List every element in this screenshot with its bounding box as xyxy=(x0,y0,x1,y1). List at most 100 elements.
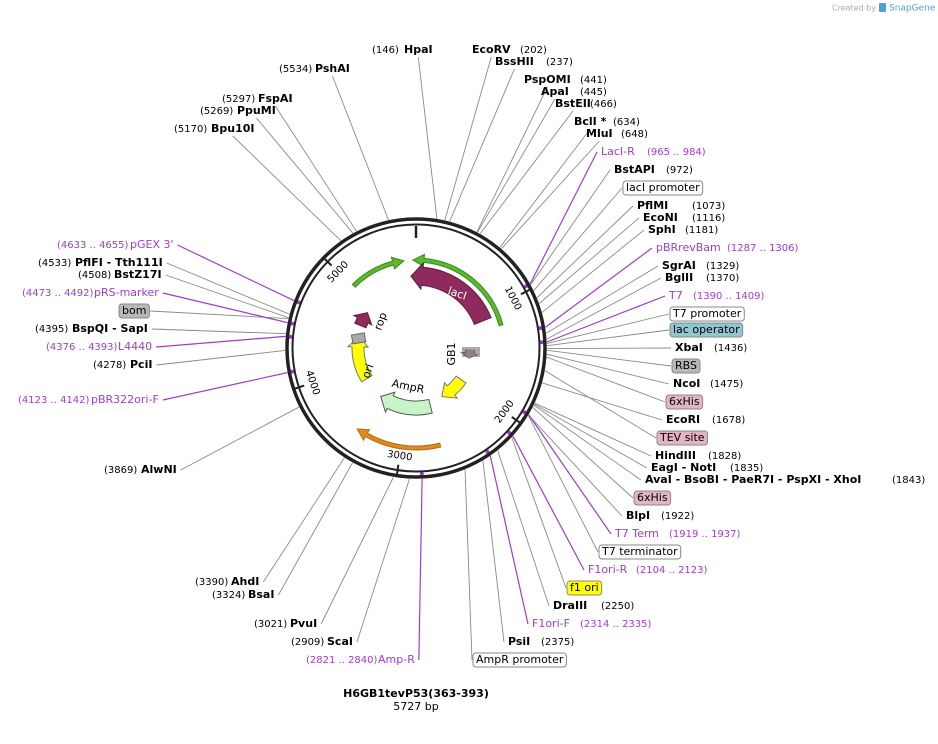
site-name: MluI xyxy=(586,127,613,140)
credit: Created by xyxy=(832,4,876,13)
feature-arrow xyxy=(441,375,467,399)
site-position: (146) xyxy=(372,45,399,56)
site-position: (5170) xyxy=(174,124,207,135)
feature-arrow xyxy=(410,261,492,326)
feature-box xyxy=(633,490,672,506)
site-name: BlpI xyxy=(626,509,650,522)
leader-line xyxy=(546,295,666,343)
site-name: SgrAI xyxy=(662,259,696,272)
ring-tick xyxy=(395,464,400,475)
site-position: (1116) xyxy=(692,213,725,224)
leader-line xyxy=(156,350,286,366)
leader-line xyxy=(356,478,410,643)
site-position: (634) xyxy=(613,117,640,128)
feature-box-label: f1 ori xyxy=(570,581,599,594)
primer-mark xyxy=(539,340,544,345)
site-name: BstZ17I xyxy=(114,268,162,281)
feature-label: lacI xyxy=(446,284,468,302)
site-position: (4508) xyxy=(78,270,111,281)
site-position: (3021) xyxy=(254,619,287,630)
site-name: AhdI xyxy=(231,575,259,588)
site-position: (4278) xyxy=(93,360,126,371)
leader-line xyxy=(546,353,670,385)
site-name: BstEII xyxy=(555,97,591,110)
site-name: L4440 xyxy=(118,340,152,353)
leader-line xyxy=(232,135,342,242)
leader-line xyxy=(511,437,567,589)
feature-box-label: 6xHis xyxy=(637,491,668,504)
site-position: (466) xyxy=(590,99,617,110)
site-name: pBR322ori-F xyxy=(91,393,159,406)
leader-line xyxy=(476,86,548,233)
site-name: pRS-marker xyxy=(94,286,159,299)
leader-line xyxy=(418,478,423,661)
leader-line xyxy=(534,403,648,469)
leader-line xyxy=(449,68,515,222)
leaders xyxy=(150,56,672,661)
site-name: Bpu10I xyxy=(211,122,255,135)
site-position: (237) xyxy=(546,57,573,68)
leader-line xyxy=(482,460,505,643)
primer-mark xyxy=(290,369,295,374)
site-name: FspAI xyxy=(258,92,293,105)
site-name: ApaI xyxy=(541,85,569,98)
site-position: (1828) xyxy=(708,451,741,462)
leader-line xyxy=(528,414,612,535)
leader-line xyxy=(274,105,357,232)
site-name: T7 xyxy=(668,289,683,302)
site-name: AlwNI xyxy=(141,463,177,476)
site-name: EagI - NotI xyxy=(651,461,716,474)
primer-mark xyxy=(288,334,293,339)
site-position: (5297) xyxy=(222,94,255,105)
feature-box-label: lacI promoter xyxy=(626,181,700,194)
leader-line xyxy=(538,217,640,304)
brand-icon xyxy=(879,3,886,12)
ring-tick xyxy=(511,416,521,424)
site-name: F1ori-R xyxy=(588,563,628,576)
site-name: EcoNI xyxy=(643,211,678,224)
feature-arrow xyxy=(411,253,504,327)
ring-tick-label: 3000 xyxy=(386,449,413,464)
leader-line xyxy=(499,128,591,248)
leader-line xyxy=(533,187,623,291)
feature-label: rop xyxy=(371,311,389,332)
feature-box xyxy=(669,306,745,322)
feature-label: ori xyxy=(359,362,376,380)
site-position: (1919 .. 1937) xyxy=(669,529,741,540)
ring-inner xyxy=(291,223,541,473)
feature-box-label: T7 promoter xyxy=(672,307,742,320)
site-name: LacI-R xyxy=(601,145,635,158)
leader-line xyxy=(527,415,599,553)
site-position: (1329) xyxy=(706,261,739,272)
length: 5727 bp xyxy=(393,700,438,713)
site-position: (2314 .. 2335) xyxy=(580,619,652,630)
site-position: (1436) xyxy=(714,343,747,354)
site-name: pGEX 3' xyxy=(130,238,174,251)
feature-arrow xyxy=(380,391,433,416)
site-position: (965 .. 984) xyxy=(647,147,706,158)
primer-mark xyxy=(290,321,295,326)
feature-arrow xyxy=(356,428,442,451)
site-position: (5534) xyxy=(279,64,312,75)
site-position: (3869) xyxy=(104,465,137,476)
feature-box xyxy=(566,580,603,596)
site-name: BstAPI xyxy=(614,163,655,176)
feature-box-label: bom xyxy=(122,304,146,317)
site-position: (3324) xyxy=(212,590,245,601)
leader-line xyxy=(320,476,394,625)
site-name: PflMI xyxy=(637,199,668,212)
feature-arrow xyxy=(352,312,373,329)
leader-line xyxy=(166,262,290,315)
feature-box xyxy=(669,322,744,338)
leader-line xyxy=(546,349,672,367)
leader-line xyxy=(162,372,288,401)
site-position: (1475) xyxy=(710,379,743,390)
leader-line xyxy=(541,229,645,313)
primer-mark xyxy=(419,471,424,476)
feature-box-label: lac operator xyxy=(673,323,740,336)
leader-line xyxy=(546,313,670,344)
leader-line xyxy=(545,265,659,334)
site-name: BglII xyxy=(665,271,693,284)
site-name: EcoRV xyxy=(472,43,511,56)
